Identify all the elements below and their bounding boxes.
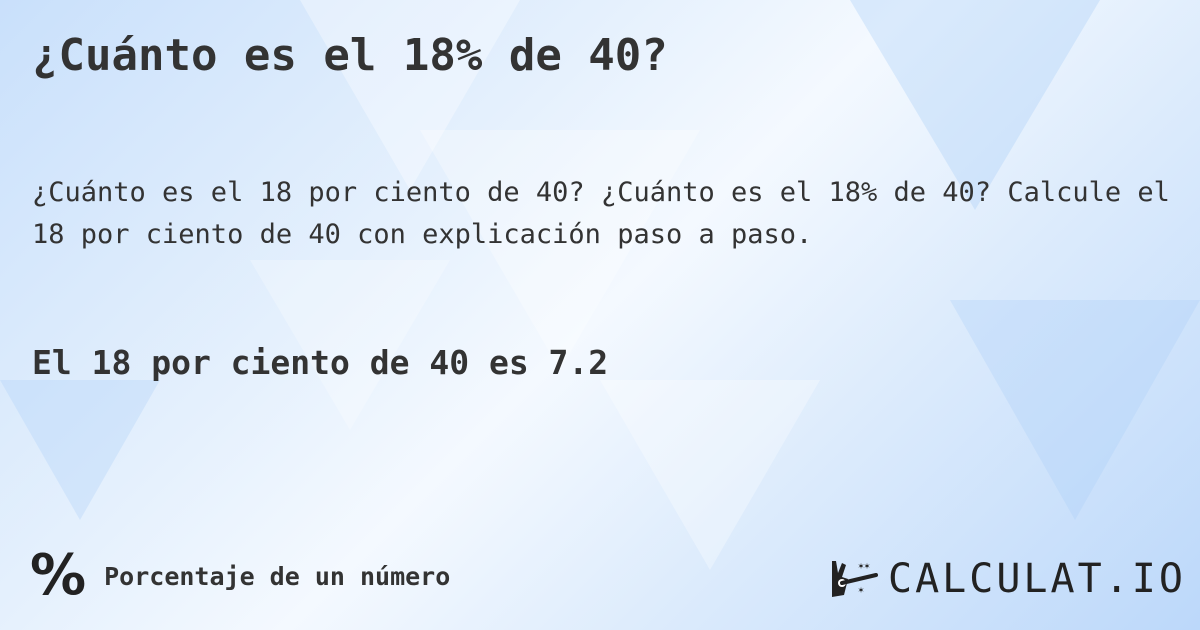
magic-hand-wand-icon: ✶✶ ✶ (832, 561, 878, 597)
description: ¿Cuánto es el 18 por ciento de 40? ¿Cuán… (32, 177, 1170, 250)
page-title: ¿Cuánto es el 18% de 40? (32, 30, 668, 81)
logo-text: CALCULAT.IO (888, 556, 1186, 602)
calculat-io-logo[interactable]: ✶✶ ✶ CALCULAT.IO (828, 556, 1186, 602)
svg-text:✶✶: ✶✶ (858, 561, 870, 572)
category-label: Porcentaje de un número (104, 561, 451, 591)
answer: El 18 por ciento de 40 es 7.2 (32, 343, 609, 382)
svg-text:✶: ✶ (858, 585, 864, 596)
category-link[interactable]: % Porcentaje de un número (30, 548, 450, 604)
percent-icon: % (30, 543, 87, 608)
